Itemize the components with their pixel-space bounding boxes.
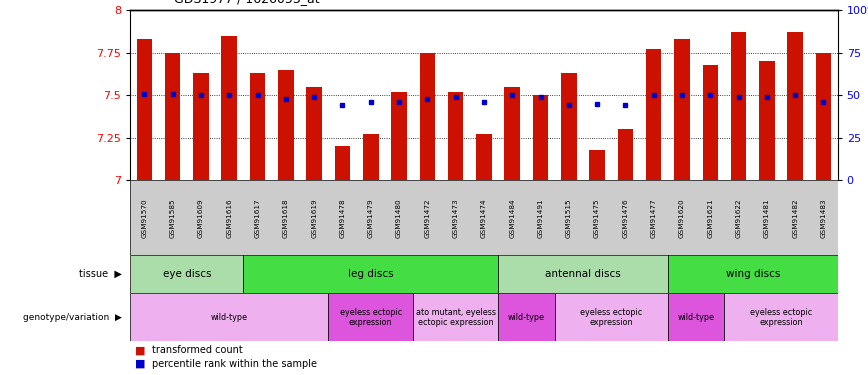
Bar bbox=[413, 293, 498, 341]
Text: GSM91482: GSM91482 bbox=[792, 198, 799, 238]
Bar bbox=[165, 53, 181, 180]
Bar bbox=[250, 73, 266, 180]
Text: eye discs: eye discs bbox=[162, 269, 211, 279]
Text: wing discs: wing discs bbox=[726, 269, 780, 279]
Bar bbox=[278, 70, 293, 180]
Text: GSM91618: GSM91618 bbox=[283, 198, 289, 238]
Bar bbox=[555, 293, 667, 341]
Text: percentile rank within the sample: percentile rank within the sample bbox=[152, 359, 317, 369]
Text: tissue  ▶: tissue ▶ bbox=[79, 269, 122, 279]
Bar bbox=[130, 255, 243, 293]
Bar bbox=[674, 39, 690, 180]
Text: GSM91585: GSM91585 bbox=[169, 198, 175, 238]
Text: ■: ■ bbox=[135, 345, 145, 355]
Bar bbox=[589, 150, 605, 180]
Text: wild-type: wild-type bbox=[211, 313, 247, 322]
Text: GSM91484: GSM91484 bbox=[510, 198, 516, 238]
Text: GSM91483: GSM91483 bbox=[820, 198, 826, 238]
Bar bbox=[221, 36, 237, 180]
Text: GSM91491: GSM91491 bbox=[537, 198, 543, 238]
Text: leg discs: leg discs bbox=[348, 269, 393, 279]
Text: eyeless ectopic
expression: eyeless ectopic expression bbox=[580, 308, 642, 327]
Text: eyeless ectopic
expression: eyeless ectopic expression bbox=[750, 308, 812, 327]
Bar bbox=[194, 73, 208, 180]
Bar bbox=[667, 255, 838, 293]
Text: GSM91621: GSM91621 bbox=[707, 198, 713, 238]
Bar bbox=[448, 92, 464, 180]
Bar bbox=[561, 73, 576, 180]
Text: GSM91476: GSM91476 bbox=[622, 198, 628, 238]
Bar bbox=[618, 129, 633, 180]
Text: ato mutant, eyeless
ectopic expression: ato mutant, eyeless ectopic expression bbox=[416, 308, 496, 327]
Bar bbox=[702, 64, 718, 180]
Bar bbox=[306, 87, 322, 180]
Text: transformed count: transformed count bbox=[152, 345, 243, 355]
Bar bbox=[243, 255, 498, 293]
Bar bbox=[419, 53, 435, 180]
Text: GSM91474: GSM91474 bbox=[481, 198, 487, 238]
Text: GSM91609: GSM91609 bbox=[198, 198, 204, 238]
Text: antennal discs: antennal discs bbox=[545, 269, 621, 279]
Text: GSM91479: GSM91479 bbox=[368, 198, 374, 238]
Text: eyeless ectopic
expression: eyeless ectopic expression bbox=[339, 308, 402, 327]
Bar bbox=[646, 50, 661, 180]
Bar bbox=[504, 87, 520, 180]
Text: GSM91619: GSM91619 bbox=[311, 198, 317, 238]
Text: GSM91515: GSM91515 bbox=[566, 198, 572, 238]
Text: GDS1977 / 1626053_at: GDS1977 / 1626053_at bbox=[174, 0, 319, 4]
Bar bbox=[533, 95, 549, 180]
Text: GSM91472: GSM91472 bbox=[424, 198, 431, 238]
Text: GSM91473: GSM91473 bbox=[452, 198, 458, 238]
Bar bbox=[731, 32, 746, 180]
Bar bbox=[363, 134, 378, 180]
Bar bbox=[667, 293, 725, 341]
Text: GSM91475: GSM91475 bbox=[594, 198, 600, 238]
Text: genotype/variation  ▶: genotype/variation ▶ bbox=[23, 313, 122, 322]
Bar bbox=[477, 134, 491, 180]
Text: GSM91481: GSM91481 bbox=[764, 198, 770, 238]
Bar bbox=[130, 293, 328, 341]
Bar bbox=[498, 293, 555, 341]
Bar bbox=[391, 92, 407, 180]
Text: GSM91478: GSM91478 bbox=[339, 198, 345, 238]
Text: GSM91477: GSM91477 bbox=[651, 198, 657, 238]
Text: ■: ■ bbox=[135, 359, 145, 369]
Bar bbox=[136, 39, 152, 180]
Text: GSM91570: GSM91570 bbox=[141, 198, 148, 238]
Bar bbox=[498, 255, 667, 293]
Bar bbox=[725, 293, 838, 341]
Text: wild-type: wild-type bbox=[678, 313, 714, 322]
Text: GSM91616: GSM91616 bbox=[227, 198, 233, 238]
Bar bbox=[328, 293, 413, 341]
Text: GSM91622: GSM91622 bbox=[735, 198, 741, 238]
Text: wild-type: wild-type bbox=[508, 313, 545, 322]
Bar bbox=[816, 53, 832, 180]
Text: GSM91617: GSM91617 bbox=[254, 198, 260, 238]
Bar bbox=[787, 32, 803, 180]
Text: GSM91620: GSM91620 bbox=[679, 198, 685, 238]
Text: GSM91480: GSM91480 bbox=[396, 198, 402, 238]
Bar bbox=[335, 146, 350, 180]
Bar bbox=[760, 61, 774, 180]
